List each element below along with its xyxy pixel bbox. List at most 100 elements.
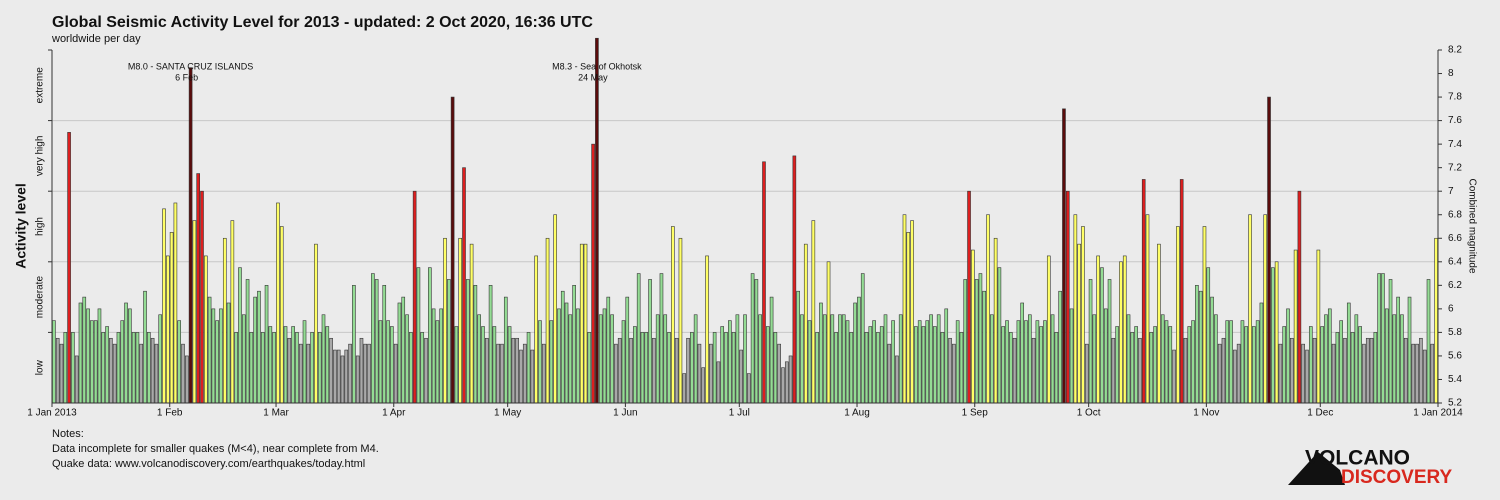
bar <box>447 279 451 404</box>
bar <box>67 132 71 404</box>
annotation: M8.3 - Sea of Okhotsk <box>552 61 642 71</box>
bar <box>815 332 819 404</box>
bar <box>621 320 626 404</box>
bar <box>150 337 155 404</box>
bar <box>534 255 538 404</box>
bar <box>1065 190 1070 404</box>
bar <box>1267 96 1271 404</box>
bar <box>701 367 706 404</box>
bar <box>166 255 170 404</box>
bar <box>462 167 466 404</box>
bar <box>222 237 227 404</box>
bar <box>185 355 189 404</box>
bar <box>557 308 561 404</box>
bar <box>238 267 242 404</box>
bar <box>173 202 178 404</box>
bar <box>78 302 83 404</box>
bar <box>1050 314 1055 404</box>
bar <box>990 314 994 404</box>
bar <box>124 302 128 404</box>
bar <box>1236 343 1241 404</box>
bar <box>1069 308 1074 404</box>
bar <box>340 355 345 404</box>
bar <box>112 343 117 404</box>
x-tick-label: 1 Feb <box>157 408 183 419</box>
bar <box>952 343 956 404</box>
bar <box>777 343 781 404</box>
bar <box>1419 337 1423 404</box>
bar <box>648 279 652 404</box>
bar <box>257 290 261 404</box>
bar <box>1377 273 1381 404</box>
bar <box>572 285 576 404</box>
bar <box>1046 255 1051 404</box>
bar <box>188 67 193 404</box>
bar <box>1130 332 1135 404</box>
bar <box>302 320 307 404</box>
bar <box>420 332 425 404</box>
bar <box>583 243 588 404</box>
bar <box>101 332 106 404</box>
bar <box>321 314 326 404</box>
bar <box>655 314 660 404</box>
bar <box>712 332 717 404</box>
bar <box>226 302 231 404</box>
annotation-date: 6 Feb <box>175 72 198 82</box>
bar <box>860 273 865 404</box>
bar <box>59 343 64 404</box>
bar <box>686 337 690 404</box>
bar <box>401 296 406 404</box>
bar <box>602 308 607 404</box>
bar <box>219 308 223 404</box>
bar <box>773 332 778 404</box>
bar <box>359 337 364 404</box>
bar <box>405 314 409 404</box>
logo-text: VOLCANO <box>1305 447 1410 470</box>
bar <box>116 332 121 404</box>
bar <box>750 273 755 404</box>
bar <box>807 320 812 404</box>
bar <box>466 279 470 404</box>
bar <box>553 214 557 404</box>
x-tick-label: 1 Jun <box>613 408 637 419</box>
bar <box>765 326 770 404</box>
bar <box>1062 108 1066 404</box>
bar <box>1290 337 1294 404</box>
bar <box>936 314 941 404</box>
bar <box>477 314 481 404</box>
bar <box>1308 326 1313 404</box>
bar <box>71 332 75 404</box>
x-tick-label: 1 Dec <box>1307 408 1333 419</box>
bar <box>1282 326 1287 404</box>
bar <box>560 290 565 404</box>
bar <box>192 220 197 404</box>
bar <box>245 279 250 404</box>
bar <box>1119 261 1123 404</box>
bar <box>97 308 102 404</box>
bar <box>325 326 330 404</box>
bar <box>1327 308 1332 404</box>
bar <box>1369 337 1374 404</box>
bar <box>435 320 440 404</box>
bar <box>1415 343 1419 404</box>
bar <box>754 279 759 404</box>
bar <box>1426 279 1431 404</box>
bar <box>390 326 394 404</box>
y2-axis-label: Combined magnitude <box>1466 178 1477 273</box>
x-tick-label: 1 Apr <box>382 408 406 419</box>
bar <box>207 296 212 404</box>
bar <box>614 343 618 404</box>
bar <box>1244 326 1249 404</box>
bar <box>693 314 698 404</box>
bar <box>530 349 535 404</box>
bar <box>1115 326 1119 404</box>
bar <box>944 308 949 404</box>
logo-mark <box>1288 452 1345 485</box>
bar <box>1073 214 1078 404</box>
bar <box>1027 314 1032 404</box>
bar <box>667 332 671 404</box>
bar <box>295 332 299 404</box>
x-tick-label: 1 Jan 2014 <box>1413 408 1463 419</box>
bar <box>1305 349 1309 404</box>
